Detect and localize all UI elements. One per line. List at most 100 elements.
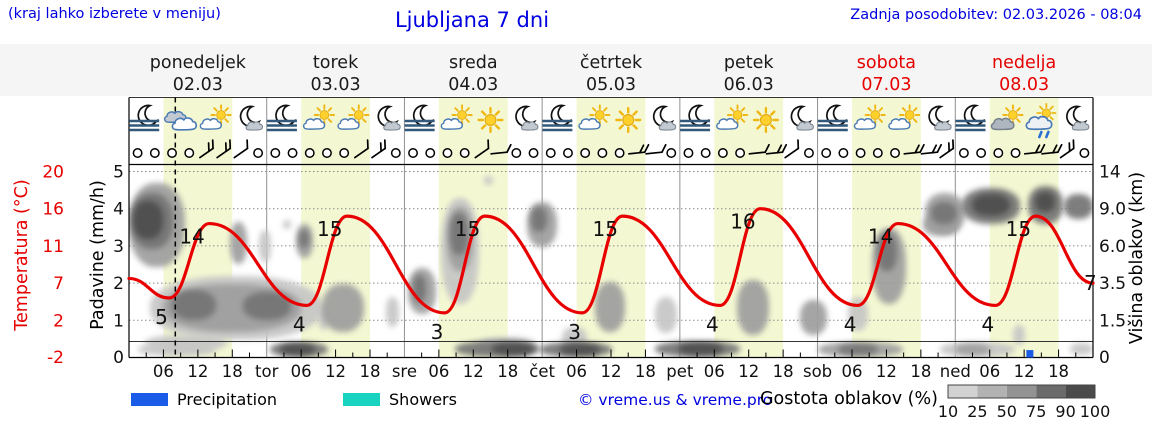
wind-barb-icon <box>903 143 925 155</box>
cloud-density-layer <box>129 164 1093 358</box>
density-scale-segment <box>948 385 978 398</box>
cloud-blob <box>1070 343 1093 355</box>
calm-wind-icon <box>545 148 556 158</box>
density-tick-label: 50 <box>997 402 1017 421</box>
mooncloud-weather-icon <box>515 105 539 131</box>
cloud-glyph <box>302 118 326 130</box>
suncloud-weather-icon <box>199 104 232 130</box>
wind-barb-icon <box>920 143 943 155</box>
suncloud-weather-icon <box>302 104 335 130</box>
wind-barb-icon <box>216 139 232 159</box>
wind-barb-icon <box>490 143 512 155</box>
cloud-blob <box>450 213 468 255</box>
temp-min-label: 3 <box>568 320 581 344</box>
moon-glyph <box>688 104 710 127</box>
x-hour-label: 18 <box>635 362 656 381</box>
x-hour-label: 12 <box>325 362 346 381</box>
calm-wind-icon <box>683 148 694 158</box>
calm-wind-icon <box>322 148 332 158</box>
cloud-blob <box>931 202 957 224</box>
cloud-blob <box>972 194 1010 216</box>
menu-hint-text: (kraj lahko izberete v meniju) <box>8 6 221 22</box>
cloud-tick-label: 0 <box>1099 348 1110 368</box>
x-hour-label: 06 <box>842 362 863 381</box>
cloud-blob <box>737 280 769 335</box>
temp-max-label: 15 <box>1006 217 1031 241</box>
calm-wind-icon <box>184 148 195 158</box>
temp-max-label: 15 <box>592 217 617 241</box>
cloud-blob <box>283 220 291 229</box>
cloud-density-legend-label: Gostota oblakov (%) <box>760 389 938 409</box>
cloud-blob <box>138 343 216 356</box>
cloud-tick-label: 14 <box>1099 163 1121 183</box>
cloud-glyph <box>337 118 360 130</box>
cloudy-weather-icon <box>163 110 197 131</box>
density-scale-segment <box>1036 385 1066 398</box>
moon-glyph <box>137 104 159 127</box>
fogmoon-weather-icon <box>680 104 711 132</box>
density-tick-label: 10 <box>938 402 958 421</box>
fogmoon-weather-icon <box>404 104 435 132</box>
calm-wind-icon <box>890 148 900 158</box>
calm-wind-icon <box>976 148 987 158</box>
x-hour-label: 12 <box>1014 362 1035 381</box>
mooncloud-weather-icon <box>239 105 263 131</box>
cloud-glyph <box>658 121 677 131</box>
wind-barb-icon <box>748 143 770 155</box>
wind-barb-icon <box>1023 143 1046 155</box>
precipitation-bar <box>1026 350 1034 358</box>
day-date: 02.03 <box>173 75 223 95</box>
day-date: 06.03 <box>724 75 774 95</box>
cloud-blob <box>595 282 625 332</box>
temp-tick-label: 2 <box>53 311 64 331</box>
day-header-band <box>0 44 1152 96</box>
calm-wind-icon <box>253 148 264 158</box>
x-hour-label: 12 <box>601 362 622 381</box>
wind-barb-icon <box>1041 143 1063 155</box>
fogmoon-weather-icon <box>266 104 297 132</box>
x-hour-label: 06 <box>291 362 312 381</box>
mooncloud-weather-icon <box>652 105 677 131</box>
calm-wind-icon <box>1010 148 1021 158</box>
temp-max-label: 16 <box>730 210 755 234</box>
cloud-blob <box>484 176 493 185</box>
sun-glyph <box>864 104 886 126</box>
cloud-blob <box>877 233 897 271</box>
sun-weather-icon <box>477 106 504 134</box>
sun-weather-icon <box>752 106 780 134</box>
cloud-glyph <box>245 121 263 131</box>
density-tick-label: 25 <box>967 402 987 421</box>
page-title: Ljubljana 7 dni <box>394 8 550 32</box>
cloud-blob <box>955 344 990 355</box>
temp-tick-label: -2 <box>47 348 64 368</box>
x-hour-label: 18 <box>910 362 931 381</box>
cloud-tick-label: 3.5 <box>1099 274 1126 294</box>
cloud-glyph <box>171 117 197 131</box>
temp-tick-label: 7 <box>53 274 64 294</box>
x-hour-label: 12 <box>463 362 484 381</box>
calm-wind-icon <box>958 148 969 158</box>
cloud-blob <box>678 343 723 355</box>
calm-wind-icon <box>304 148 315 158</box>
density-scale-border <box>947 384 1096 399</box>
cloud-blob <box>259 230 271 262</box>
temp-min-label: 4 <box>706 312 719 336</box>
cloud-blob <box>299 230 309 248</box>
copyright-link[interactable]: © vreme.us & vreme.pro <box>578 391 773 409</box>
cloud-glyph <box>716 118 739 130</box>
calm-wind-icon <box>700 148 711 158</box>
calm-wind-icon <box>1079 148 1090 158</box>
sun-glyph <box>477 106 504 134</box>
calm-wind-icon <box>408 148 418 158</box>
wind-barb-icon <box>199 139 214 159</box>
x-hour-label: 18 <box>773 362 794 381</box>
x-hour-label: 06 <box>979 362 1000 381</box>
temp-min-label: 4 <box>981 312 994 336</box>
temp-min-label: 5 <box>155 305 168 329</box>
sun-glyph <box>313 104 335 126</box>
day-name: torek <box>313 53 359 73</box>
cloud-blob <box>172 290 216 320</box>
cloud-blob <box>838 344 878 355</box>
cloud-blob <box>560 344 600 355</box>
